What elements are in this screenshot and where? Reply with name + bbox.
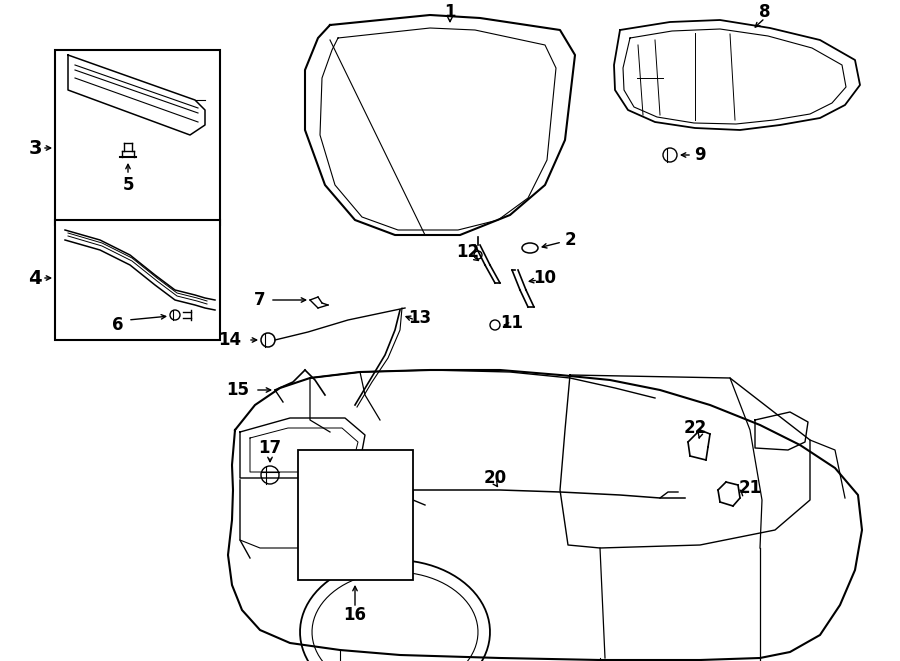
Bar [55,220,220,340]
Text: 1: 1 [445,3,455,21]
Text: 16: 16 [344,606,366,624]
Text: 4: 4 [28,268,41,288]
Text: 3: 3 [28,139,41,157]
Text: 17: 17 [258,439,282,457]
Text: 6: 6 [112,316,124,334]
Text: 7: 7 [254,291,266,309]
Bar [298,450,413,580]
Text: 20: 20 [483,469,507,487]
Text: 8: 8 [760,3,770,21]
Text: 18: 18 [376,566,400,584]
Text: 5: 5 [122,176,134,194]
Text: 11: 11 [500,314,524,332]
Text: 10: 10 [534,269,556,287]
Text: 22: 22 [683,419,706,437]
Bar [55,50,220,225]
Text: 19: 19 [344,566,366,584]
Text: 9: 9 [694,146,706,164]
Text: 21: 21 [738,479,761,497]
Text: 14: 14 [219,331,241,349]
Text: 2: 2 [564,231,576,249]
Text: 12: 12 [456,243,480,261]
Text: 13: 13 [409,309,432,327]
Text: 15: 15 [227,381,249,399]
